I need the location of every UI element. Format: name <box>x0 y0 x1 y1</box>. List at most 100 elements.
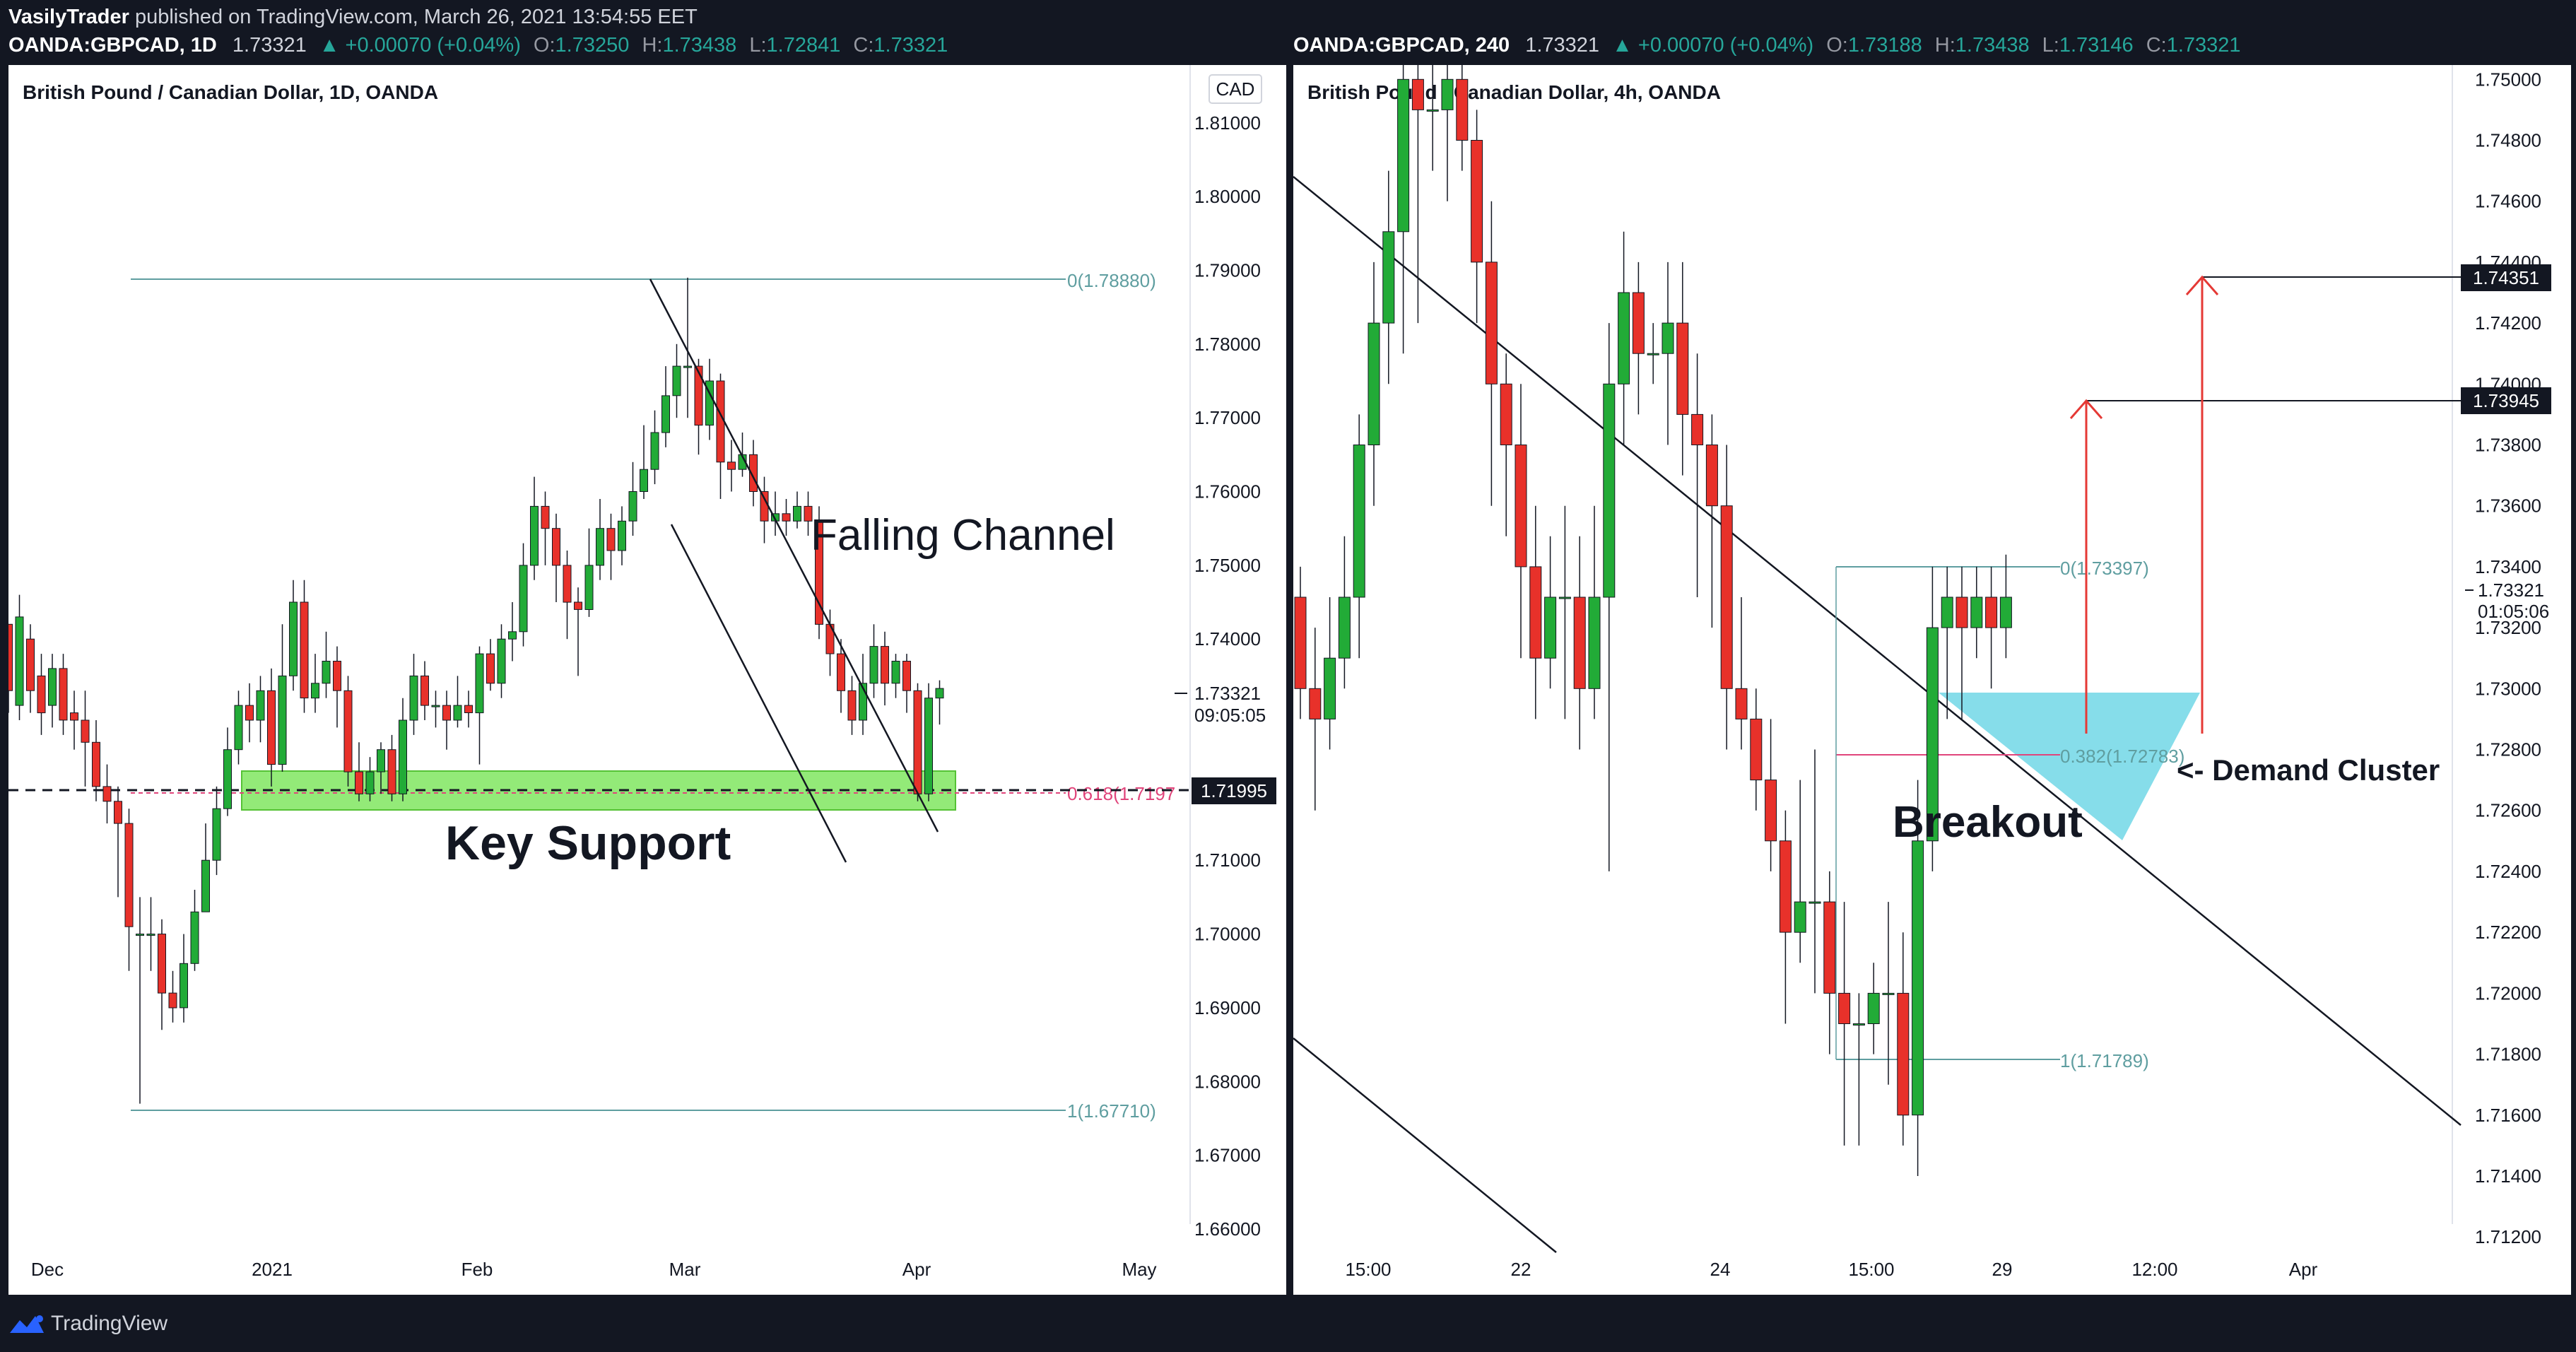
left-candle-body[interactable] <box>782 513 791 522</box>
right-candle-body[interactable] <box>1368 322 1380 445</box>
left-candle-body[interactable] <box>640 469 648 493</box>
left-symbol[interactable]: OANDA:GBPCAD, 1D <box>8 34 217 57</box>
left-candle-body[interactable] <box>387 749 396 794</box>
left-candle-body[interactable] <box>48 668 57 706</box>
left-candle-body[interactable] <box>59 668 68 721</box>
channel-upper-line[interactable] <box>649 278 939 833</box>
left-candle-body[interactable] <box>749 454 758 492</box>
right-candle-body[interactable] <box>1765 780 1777 842</box>
left-candle-body[interactable] <box>311 683 319 699</box>
left-candle-body[interactable] <box>453 705 462 721</box>
left-candle-body[interactable] <box>935 688 944 699</box>
left-candle-body[interactable] <box>289 601 298 676</box>
left-candle-body[interactable] <box>15 616 24 706</box>
left-candle-body[interactable] <box>431 705 440 707</box>
left-candle-body[interactable] <box>26 638 35 691</box>
key-support-annotation[interactable]: Key Support <box>445 816 731 870</box>
left-candle-body[interactable] <box>519 565 528 633</box>
right-candle-body[interactable] <box>1515 445 1527 568</box>
left-candle-body[interactable] <box>8 623 13 691</box>
right-candle-body[interactable] <box>1309 688 1322 719</box>
left-candle-body[interactable] <box>190 911 199 964</box>
left-candle-body[interactable] <box>727 462 736 470</box>
left-candle-body[interactable] <box>234 705 243 751</box>
left-candle-body[interactable] <box>92 741 100 787</box>
right-candle-body[interactable] <box>1720 505 1733 689</box>
right-candle-body[interactable] <box>1970 596 1983 628</box>
left-candle-body[interactable] <box>891 661 900 684</box>
left-candle-body[interactable] <box>793 505 801 522</box>
left-candle-body[interactable] <box>716 380 725 463</box>
left-candle-body[interactable] <box>168 992 177 1009</box>
right-candle-body[interactable] <box>1676 322 1689 415</box>
right-candle-body[interactable] <box>1618 292 1630 384</box>
tradingview-logo-icon[interactable] <box>8 1312 45 1336</box>
left-candle-body[interactable] <box>278 675 287 765</box>
left-candle-body[interactable] <box>343 690 353 772</box>
left-candle-body[interactable] <box>102 786 112 802</box>
target2-price-badge[interactable] <box>2461 387 2551 414</box>
left-candle-body[interactable] <box>70 712 78 721</box>
right-candle-body[interactable] <box>1500 383 1512 445</box>
left-candle-body[interactable] <box>267 690 276 765</box>
left-candle-body[interactable] <box>672 365 681 396</box>
left-candle-body[interactable] <box>158 934 166 994</box>
right-time-axis[interactable]: 15:00 22 24 15:00 29 12:00 Apr <box>1345 1259 2317 1280</box>
right-candle-body[interactable] <box>1794 901 1806 933</box>
left-candle-body[interactable] <box>245 705 254 721</box>
right-candle-body[interactable] <box>1809 901 1821 904</box>
right-candle-body[interactable] <box>1662 322 1674 354</box>
left-candle-body[interactable] <box>661 395 670 433</box>
right-candle-body[interactable] <box>1588 596 1601 689</box>
left-candle-body[interactable] <box>146 934 155 936</box>
right-candle-body[interactable] <box>1955 596 1968 628</box>
right-candle-body[interactable] <box>1441 78 1454 110</box>
right-candle-body[interactable] <box>1573 596 1586 689</box>
currency-badge[interactable] <box>1208 74 1262 104</box>
left-candle-body[interactable] <box>902 661 911 691</box>
left-candle-body[interactable] <box>300 601 309 699</box>
left-candle-body[interactable] <box>475 653 484 714</box>
left-candle-body[interactable] <box>256 690 265 721</box>
left-candle-body[interactable] <box>618 520 626 551</box>
left-candle-body[interactable] <box>212 808 221 861</box>
right-candle-body[interactable] <box>1558 596 1571 599</box>
left-candle-body[interactable] <box>924 698 933 794</box>
left-candle-body[interactable] <box>37 675 46 714</box>
right-candle-body[interactable] <box>1471 140 1483 263</box>
left-candle-body[interactable] <box>628 491 637 522</box>
right-candle-body[interactable] <box>1324 657 1336 719</box>
right-candle-body[interactable] <box>1426 109 1439 112</box>
left-candle-body[interactable] <box>837 653 845 691</box>
left-candle-body[interactable] <box>804 505 813 522</box>
left-candle-body[interactable] <box>650 432 659 470</box>
support-price-badge[interactable] <box>1192 777 1276 804</box>
right-candle-body[interactable] <box>1382 231 1395 324</box>
left-price-axis[interactable]: 1.81000 1.80000 1.79000 1.78000 1.77000 1.760… <box>1194 112 1261 1240</box>
right-candle-body[interactable] <box>1485 261 1498 384</box>
right-candle-body[interactable] <box>1750 718 1763 781</box>
left-candle-body[interactable] <box>574 601 582 610</box>
right-candle-body[interactable] <box>1603 383 1616 598</box>
left-candle-body[interactable] <box>355 771 363 794</box>
right-candle-body[interactable] <box>1838 992 1851 1025</box>
left-candle-body[interactable] <box>694 365 703 426</box>
left-candle-body[interactable] <box>365 771 375 794</box>
left-candle-body[interactable] <box>683 365 692 368</box>
right-candle-body[interactable] <box>1632 292 1645 354</box>
left-candle-body[interactable] <box>333 661 341 691</box>
left-chart-panel[interactable]: British Pound / Canadian Dollar, 1D, OAN… <box>8 65 1286 1295</box>
left-candle-body[interactable] <box>760 491 769 522</box>
left-candle-body[interactable] <box>815 520 823 625</box>
left-candle-body[interactable] <box>136 934 144 936</box>
left-candle-body[interactable] <box>114 801 122 824</box>
right-candle-body[interactable] <box>1985 596 1998 628</box>
left-candle-body[interactable] <box>442 705 451 721</box>
demand-cluster-annotation[interactable]: <- Demand Cluster <box>2177 753 2440 787</box>
left-candle-body[interactable] <box>180 963 188 1009</box>
right-candle-body[interactable] <box>1852 1023 1865 1025</box>
left-candle-body[interactable] <box>508 631 517 640</box>
right-candle-body[interactable] <box>1529 566 1542 659</box>
falling-channel-annotation[interactable]: Falling Channel <box>811 511 1115 560</box>
left-candle-body[interactable] <box>223 749 232 809</box>
